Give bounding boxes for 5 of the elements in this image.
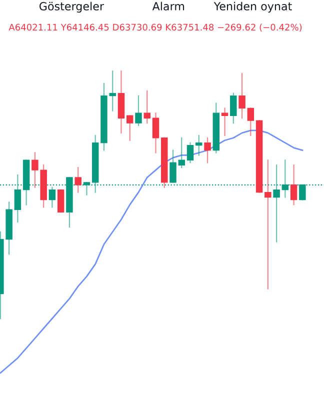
text: Yeniden oynat: [214, 2, 292, 13]
text: Alarm: [152, 2, 184, 10]
candlestick: [57, 189, 64, 213]
chart-subtitle: A64021.11 Y64146.45 D63730.69 K63751.48 −269.62 (−0.42%): [8, 24, 302, 32]
chart-title: Göstergeler: [40, 2, 104, 13]
